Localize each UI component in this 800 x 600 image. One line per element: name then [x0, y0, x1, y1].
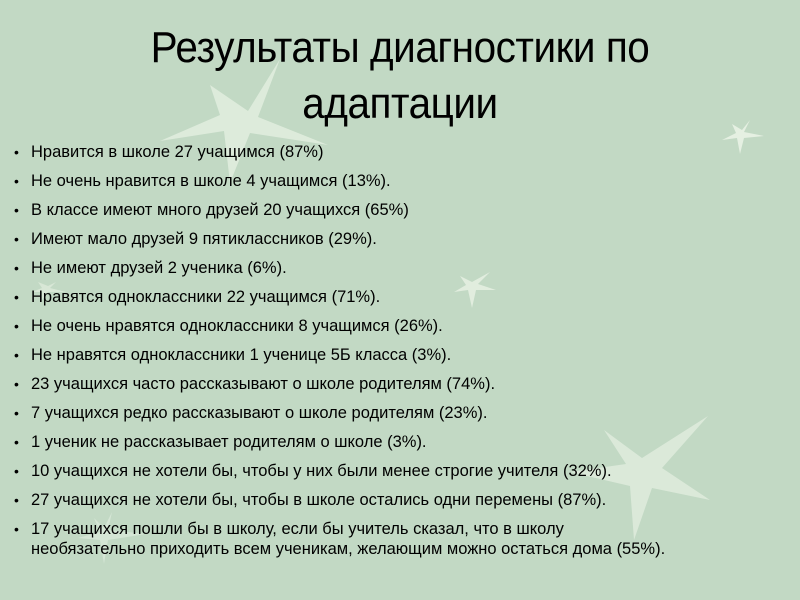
- bullet-icon: •: [14, 318, 19, 334]
- bullet-icon: •: [14, 521, 19, 537]
- slide-title-line-2: адаптации: [302, 79, 498, 128]
- list-item: • Не нравятся одноклассники 1 ученице 5Б…: [14, 345, 800, 365]
- list-item-text: Имеют мало друзей 9 пятиклассников (29%)…: [31, 230, 377, 248]
- list-item: • 27 учащихся не хотели бы, чтобы в школ…: [14, 490, 800, 510]
- list-item: • 17 учащихся пошли бы в школу, если бы …: [14, 519, 800, 559]
- list-item-text: Не очень нравятся одноклассники 8 учащим…: [31, 317, 443, 335]
- results-bullet-list: • Нравится в школе 27 учащимся (87%) • Н…: [14, 142, 800, 568]
- list-item-text: 17 учащихся пошли бы в школу, если бы уч…: [31, 520, 564, 538]
- list-item: • 1 ученик не рассказывает родителям о ш…: [14, 432, 800, 452]
- list-item-text: Не имеют друзей 2 ученика (6%).: [31, 259, 287, 277]
- list-item: • Имеют мало друзей 9 пятиклассников (29…: [14, 229, 800, 249]
- bullet-icon: •: [14, 347, 19, 363]
- list-item: • 7 учащихся редко рассказывают о школе …: [14, 403, 800, 423]
- list-item-text: В классе имеют много друзей 20 учащихся …: [31, 201, 409, 219]
- bullet-icon: •: [14, 289, 19, 305]
- bullet-icon: •: [14, 376, 19, 392]
- list-item: • 23 учащихся часто рассказывают о школе…: [14, 374, 800, 394]
- bullet-icon: •: [14, 492, 19, 508]
- list-item: • Не имеют друзей 2 ученика (6%).: [14, 258, 800, 278]
- bullet-icon: •: [14, 463, 19, 479]
- bullet-icon: •: [14, 260, 19, 276]
- bullet-icon: •: [14, 434, 19, 450]
- list-item: • Не очень нравятся одноклассники 8 учащ…: [14, 316, 800, 336]
- list-item-text: 7 учащихся редко рассказывают о школе ро…: [31, 404, 488, 422]
- slide-title-line-1: Результаты диагностики по: [150, 23, 650, 72]
- slide-title: Результаты диагностики по адаптации: [32, 20, 768, 132]
- bullet-icon: •: [14, 144, 19, 160]
- list-item-text: Нравится в школе 27 учащимся (87%): [31, 143, 324, 161]
- bullet-icon: •: [14, 173, 19, 189]
- bullet-icon: •: [14, 231, 19, 247]
- list-item: • В классе имеют много друзей 20 учащихс…: [14, 200, 800, 220]
- list-item-text: 27 учащихся не хотели бы, чтобы в школе …: [31, 491, 607, 509]
- list-item: • Нравятся одноклассники 22 учащимся (71…: [14, 287, 800, 307]
- list-item-text: Не очень нравится в школе 4 учащимся (13…: [31, 172, 391, 190]
- list-item-text: Нравятся одноклассники 22 учащимся (71%)…: [31, 288, 381, 306]
- bullet-icon: •: [14, 202, 19, 218]
- list-item: • Нравится в школе 27 учащимся (87%): [14, 142, 800, 162]
- list-item-text: 23 учащихся часто рассказывают о школе р…: [31, 375, 496, 393]
- list-item: • Не очень нравится в школе 4 учащимся (…: [14, 171, 800, 191]
- list-item: • 10 учащихся не хотели бы, чтобы у них …: [14, 461, 800, 481]
- list-item-text: 10 учащихся не хотели бы, чтобы у них бы…: [31, 462, 612, 480]
- list-item-text: Не нравятся одноклассники 1 ученице 5Б к…: [31, 346, 452, 364]
- list-item-text-continuation: необязательно приходить всем ученикам, ж…: [31, 540, 666, 558]
- list-item-text: 1 ученик не рассказывает родителям о шко…: [31, 433, 427, 451]
- bullet-icon: •: [14, 405, 19, 421]
